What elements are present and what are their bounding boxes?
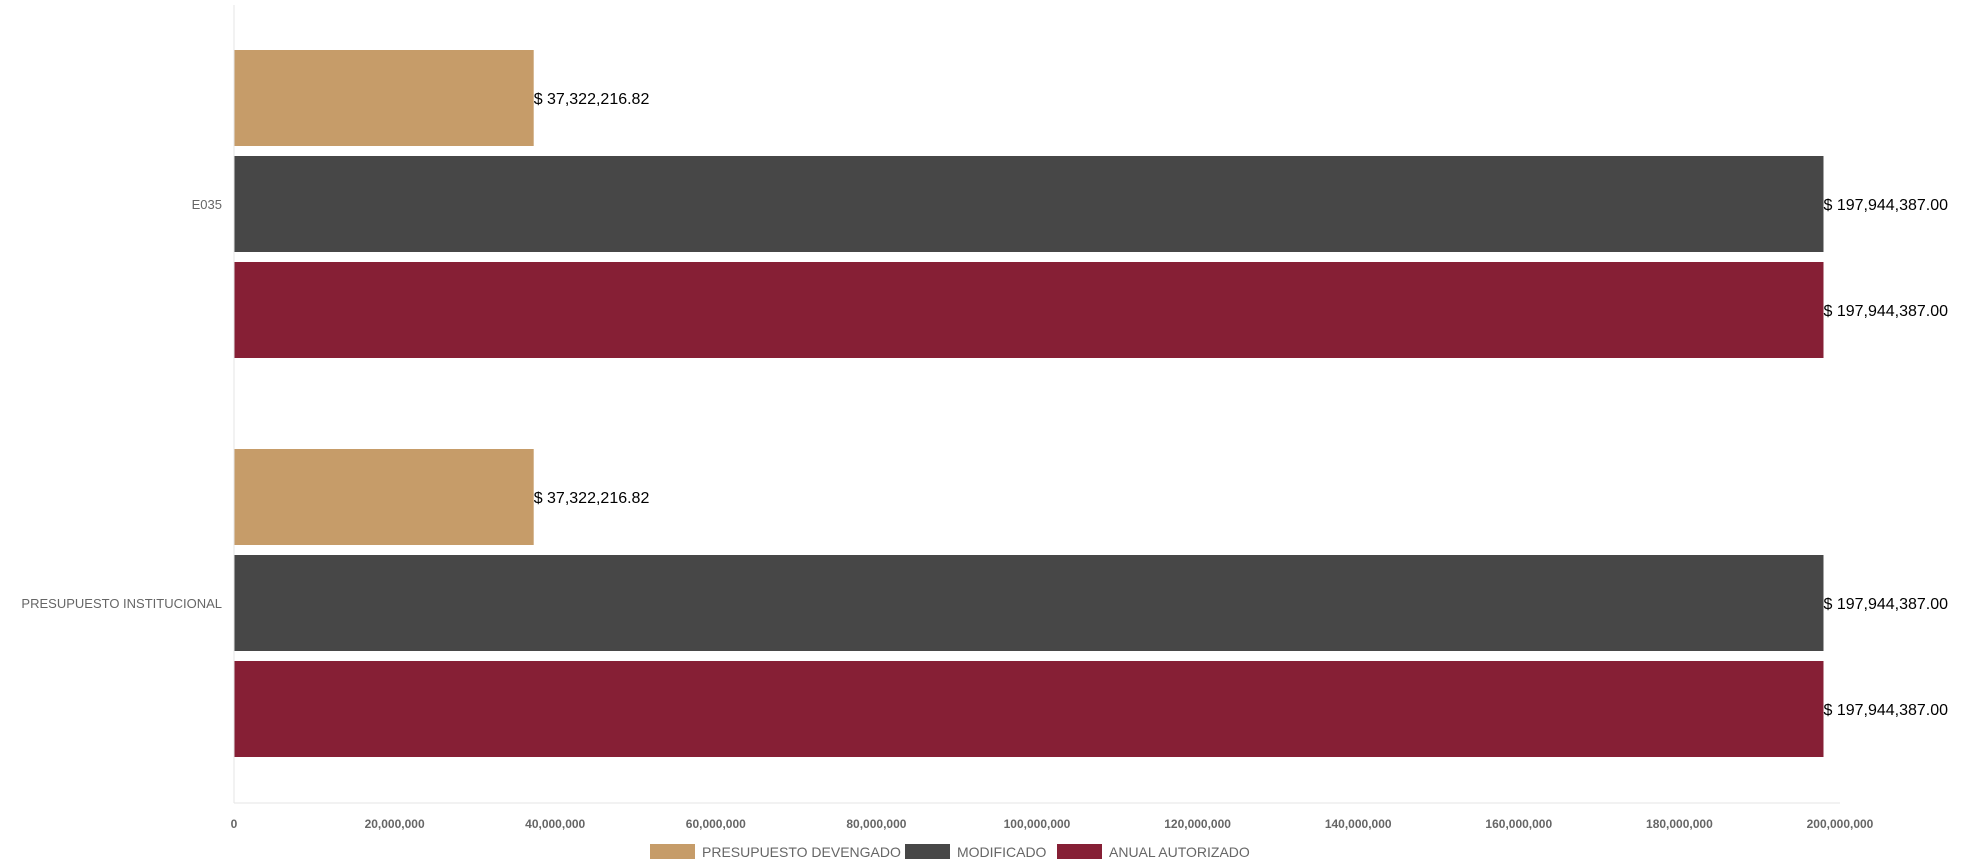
x-tick-label: 140,000,000 (1325, 817, 1392, 831)
bar (234, 50, 534, 146)
data-label: $ 37,322,216.82 (534, 91, 650, 108)
x-tick-label: 60,000,000 (686, 817, 746, 831)
data-label: $ 197,944,387.00 (1823, 303, 1948, 320)
data-label: $ 197,944,387.00 (1823, 197, 1948, 214)
x-tick-label: 0 (231, 817, 238, 831)
legend-item-label: ANUAL AUTORIZADO (1109, 844, 1250, 860)
x-tick-label: 160,000,000 (1485, 817, 1552, 831)
x-tick-label: 120,000,000 (1164, 817, 1231, 831)
legend-item-label: MODIFICADO (957, 844, 1047, 860)
bar (234, 262, 1824, 358)
bars-layer: $ 37,322,216.82 $ 197,944,387.00 $ 197,944… (234, 50, 1948, 757)
axis-layer: 0 20,000,000 40,000,000 60,000,000 80,000,00… (21, 5, 1874, 831)
bar (234, 661, 1824, 757)
legend: PRESUPUESTO DEVENGADO MODIFICADO ANUAL AUT… (650, 844, 1250, 860)
data-label: $ 37,322,216.82 (534, 490, 650, 507)
x-tick-label: 80,000,000 (846, 817, 906, 831)
x-tick-label: 180,000,000 (1646, 817, 1713, 831)
bar (234, 449, 534, 545)
legend-swatch (905, 844, 950, 859)
data-label: $ 197,944,387.00 (1823, 702, 1948, 719)
legend-swatch (1057, 844, 1102, 859)
bar (234, 156, 1824, 252)
x-tick-label: 100,000,000 (1004, 817, 1071, 831)
x-tick-label: 20,000,000 (365, 817, 425, 831)
category-label: PRESUPUESTO INSTITUCIONAL (21, 596, 222, 611)
legend-item-label: PRESUPUESTO DEVENGADO (702, 844, 901, 860)
x-tick-label: 200,000,000 (1807, 817, 1874, 831)
bar (234, 555, 1824, 651)
x-tick-label: 40,000,000 (525, 817, 585, 831)
data-label: $ 197,944,387.00 (1823, 596, 1948, 613)
legend-swatch (650, 844, 695, 859)
category-label: E035 (192, 197, 222, 212)
